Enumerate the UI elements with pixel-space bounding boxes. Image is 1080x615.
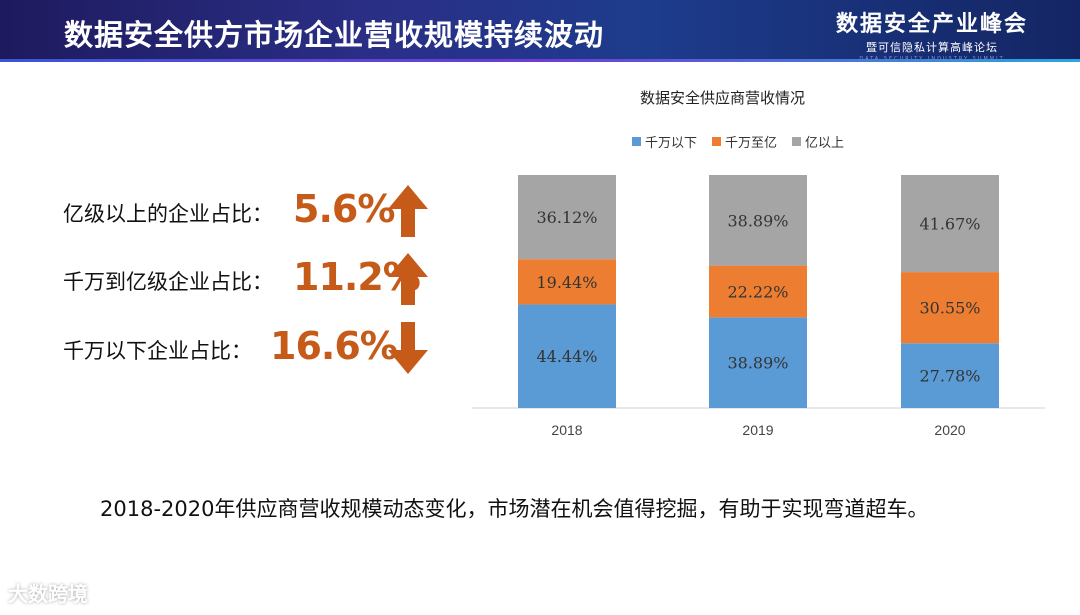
legend-swatch bbox=[712, 137, 722, 146]
stat-label: 千万以下企业占比： bbox=[63, 339, 252, 363]
legend-item-10m-to-100m: 千万至亿 bbox=[712, 132, 777, 151]
arrow-up-icon bbox=[388, 253, 428, 305]
x-tick-label: 2019 bbox=[742, 422, 773, 438]
data-label: 44.44% bbox=[536, 347, 597, 366]
legend-item-above-100m: 亿以上 bbox=[792, 132, 844, 151]
brand-main-text: 数据安全产业峰会 bbox=[835, 12, 1028, 37]
brand-sub-text: 暨可信隐私计算高峰论坛 bbox=[865, 41, 998, 54]
stat-value: 16.6% bbox=[270, 324, 398, 368]
data-label: 38.89% bbox=[727, 211, 788, 230]
summary-caption: 2018-2020年供应商营收规模动态变化，市场潜在机会值得挖掘，有助于实现弯道… bbox=[100, 497, 929, 521]
legend-swatch bbox=[792, 137, 802, 146]
legend-item-below-10m: 千万以下 bbox=[632, 132, 697, 151]
data-label: 19.44% bbox=[536, 273, 597, 292]
arrow-down-icon bbox=[388, 322, 428, 374]
data-label: 22.22% bbox=[727, 283, 788, 302]
stat-label: 千万到亿级企业占比： bbox=[63, 270, 273, 294]
bar-segment bbox=[518, 259, 616, 305]
bar-segment bbox=[901, 343, 999, 408]
title-banner: 数据安全供方市场企业营收规模持续波动 数据安全产业峰会 暨可信隐私计算高峰论坛 … bbox=[0, 0, 1080, 62]
slide-title: 数据安全供方市场企业营收规模持续波动 bbox=[64, 18, 605, 52]
bar-segment bbox=[901, 272, 999, 344]
data-label: 27.78% bbox=[919, 367, 980, 386]
bar-segment bbox=[709, 265, 807, 318]
bar-segment bbox=[709, 175, 807, 266]
legend-label: 千万以下 bbox=[645, 136, 698, 151]
bar-segment bbox=[901, 175, 999, 273]
stat-label: 亿级以上的企业占比： bbox=[63, 202, 273, 226]
arrow-up-icon bbox=[388, 185, 428, 237]
stat-value: 5.6% bbox=[293, 187, 395, 231]
watermark-logo: 大数跨境 bbox=[8, 582, 88, 606]
x-tick-label: 2020 bbox=[934, 422, 965, 438]
bar-segment bbox=[518, 175, 616, 260]
legend-label: 千万至亿 bbox=[725, 136, 778, 151]
x-tick-label: 2018 bbox=[551, 422, 582, 438]
legend-swatch bbox=[632, 137, 641, 146]
chart-legend: 千万以下 千万至亿 亿以上 bbox=[632, 132, 859, 151]
chart-title: 数据安全供应商营收情况 bbox=[640, 89, 806, 107]
data-label: 36.12% bbox=[536, 208, 597, 227]
data-label: 30.55% bbox=[919, 299, 980, 318]
bar-segment bbox=[709, 317, 807, 408]
data-label: 38.89% bbox=[727, 354, 788, 373]
bar-segment bbox=[518, 304, 616, 408]
legend-label: 亿以上 bbox=[805, 136, 845, 151]
data-label: 41.67% bbox=[919, 215, 980, 234]
